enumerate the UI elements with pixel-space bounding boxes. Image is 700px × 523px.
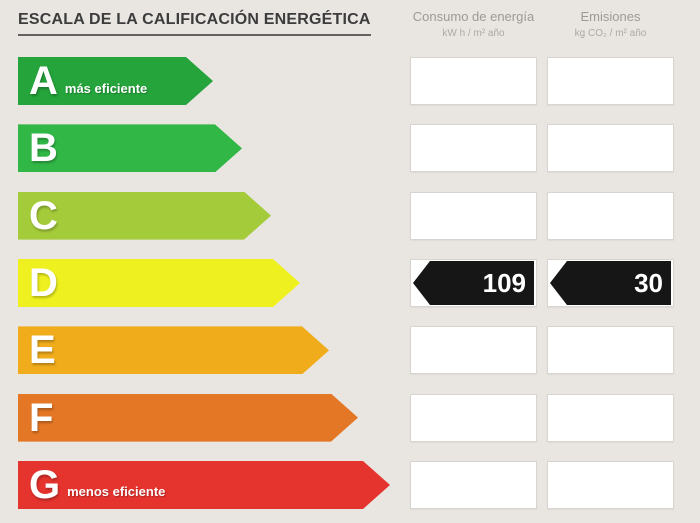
consumo-cell-e bbox=[410, 326, 537, 375]
consumo-cell-c bbox=[410, 191, 537, 240]
rating-letter-c: C bbox=[29, 193, 58, 238]
rating-letter-b: B bbox=[29, 126, 58, 171]
emisiones-cell-g bbox=[547, 460, 674, 509]
emisiones-column-unit: kg CO₂ / m² año bbox=[574, 27, 647, 39]
rating-arrow-f: F bbox=[18, 394, 358, 442]
emisiones-column-title: Emisiones bbox=[580, 9, 641, 24]
emisiones-cell-d: 30 bbox=[547, 258, 674, 307]
rating-row-b: B bbox=[18, 124, 682, 173]
rating-arrow-e: E bbox=[18, 326, 329, 374]
rating-arrow-d: D bbox=[18, 259, 300, 307]
emisiones-cell-f bbox=[547, 393, 674, 442]
emisiones-cell-b bbox=[547, 124, 674, 173]
consumo-value-arrow: 109 bbox=[413, 260, 534, 305]
consumo-cell-g bbox=[410, 460, 537, 509]
consumo-cell-b bbox=[410, 124, 537, 173]
rating-row-c: C bbox=[18, 191, 682, 240]
consumo-column-title: Consumo de energía bbox=[412, 9, 535, 24]
rating-letter-d: D bbox=[29, 260, 58, 305]
rating-arrow-b: B bbox=[18, 124, 242, 172]
rating-letter-f: F bbox=[29, 395, 54, 440]
consumo-cell-d: 109 bbox=[410, 258, 537, 307]
consumo-cell-a bbox=[410, 57, 537, 105]
rating-row-d: D 109 30 bbox=[18, 258, 682, 307]
emisiones-cell-a bbox=[547, 57, 674, 105]
rating-letter-g: G bbox=[29, 462, 61, 507]
consumo-column-header: Consumo de energía kW h / m² año bbox=[410, 8, 537, 41]
rating-letter-a: A bbox=[29, 59, 58, 103]
emisiones-cell-c bbox=[547, 191, 674, 240]
emisiones-value-arrow: 30 bbox=[550, 260, 671, 305]
rating-arrow-c: C bbox=[18, 192, 271, 240]
consumo-value: 109 bbox=[482, 267, 526, 298]
rating-row-sublabel-g: menos eficiente bbox=[67, 484, 166, 500]
rating-row-sublabel-a: más eficiente bbox=[64, 80, 148, 96]
rating-row-e: E bbox=[18, 326, 682, 375]
consumo-column-unit: kW h / m² año bbox=[442, 27, 505, 39]
page-title: ESCALA DE LA CALIFICACIÓN ENERGÉTICA bbox=[18, 11, 371, 36]
emisiones-cell-e bbox=[547, 326, 674, 375]
consumo-cell-f bbox=[410, 393, 537, 442]
rating-letter-e: E bbox=[29, 328, 56, 373]
emisiones-column-header: Emisiones kg CO₂ / m² año bbox=[547, 8, 674, 41]
emisiones-value: 30 bbox=[634, 267, 663, 298]
rating-row-f: F bbox=[18, 393, 682, 442]
